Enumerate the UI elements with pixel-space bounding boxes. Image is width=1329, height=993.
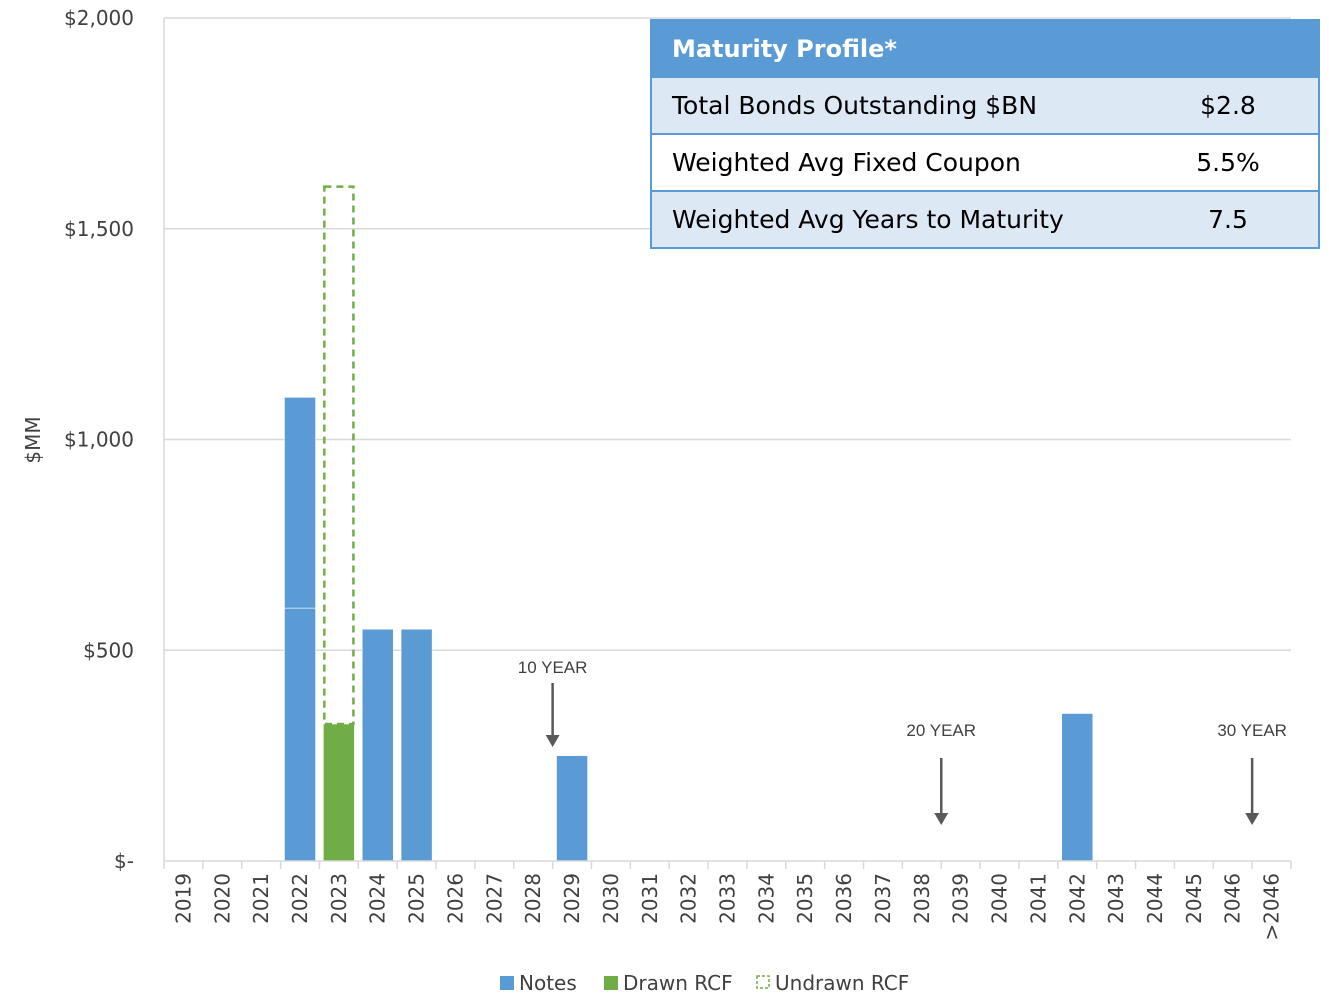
year-markers: 10 YEAR 20 YEAR 30 YEAR <box>518 658 1287 825</box>
bar-notes <box>284 607 316 862</box>
x-tick-label: 2039 <box>949 873 973 924</box>
x-tick-label: 2043 <box>1104 873 1128 924</box>
bar-notes <box>1061 713 1094 862</box>
marker-label: 10 YEAR <box>518 658 588 677</box>
legend: Notes Drawn RCF Undrawn RCF <box>500 971 909 993</box>
bar-drawn-rcf <box>323 723 355 862</box>
x-tick-label: 2037 <box>871 873 895 924</box>
x-tick-label: 2046 <box>1221 873 1245 924</box>
x-tick-label: 2019 <box>171 873 195 924</box>
x-tick-label: 2026 <box>443 873 467 924</box>
x-tick-label: 2028 <box>521 873 545 924</box>
bar-notes <box>284 397 316 609</box>
marker-arrowhead <box>934 813 949 825</box>
x-tick-label: 2044 <box>1143 873 1167 924</box>
x-tick-label: 2040 <box>988 873 1012 924</box>
x-tick-label: 2027 <box>482 873 506 924</box>
x-tick-label: 2041 <box>1026 873 1050 924</box>
row-value: $2.8 <box>1158 76 1320 135</box>
y-axis-ticks: $- $500 $1,000 $1,500 $2,000 <box>64 6 134 873</box>
legend-label: Drawn RCF <box>623 971 733 993</box>
bars <box>284 185 1094 862</box>
y-tick-label: $1,000 <box>64 428 134 452</box>
marker-label: 30 YEAR <box>1217 721 1287 740</box>
bar-undrawn-rcf <box>323 185 355 726</box>
x-tick-label: 2020 <box>210 873 234 924</box>
table-title: Maturity Profile* <box>650 19 1320 78</box>
legend-swatch <box>604 976 618 990</box>
legend-label: Undrawn RCF <box>775 971 909 993</box>
x-tick-label: 2032 <box>677 873 701 924</box>
x-tick-label: >2046 <box>1260 873 1284 941</box>
x-tick-label: 2036 <box>832 873 856 924</box>
y-tick-label: $1,500 <box>64 217 134 241</box>
marker-arrowhead <box>545 735 560 747</box>
y-tick-label: $2,000 <box>64 6 134 30</box>
row-value: 7.5 <box>1158 190 1320 249</box>
x-tick-label: 2030 <box>599 873 623 924</box>
x-tick-label: 2035 <box>793 873 817 924</box>
x-tick-label: 2034 <box>754 873 778 924</box>
table-row: Total Bonds Outstanding $BN $2.8 <box>650 76 1320 135</box>
x-tick-label: 2023 <box>327 873 351 924</box>
row-label: Weighted Avg Years to Maturity <box>650 190 1158 249</box>
x-tick-label: 2045 <box>1182 873 1206 924</box>
x-tick-label: 2021 <box>249 873 273 924</box>
y-axis-title: $MM <box>21 416 45 463</box>
bar-notes <box>400 628 433 862</box>
y-tick-label: $500 <box>83 638 134 662</box>
x-tick-label: 2029 <box>560 873 584 924</box>
legend-swatch <box>500 976 514 990</box>
legend-swatch <box>756 975 770 989</box>
row-value: 5.5% <box>1158 133 1320 192</box>
table-row: Weighted Avg Years to Maturity 7.5 <box>650 190 1320 249</box>
table-row: Weighted Avg Fixed Coupon 5.5% <box>650 133 1320 192</box>
table-header: Maturity Profile* <box>650 19 1320 78</box>
row-label: Total Bonds Outstanding $BN <box>650 76 1158 135</box>
x-tick-label: 2025 <box>405 873 429 924</box>
maturity-profile-table: Maturity Profile* Total Bonds Outstandin… <box>650 19 1320 249</box>
x-tick-label: 2042 <box>1065 873 1089 924</box>
x-tick-label: 2033 <box>716 873 740 924</box>
y-tick-label: $- <box>114 849 134 873</box>
legend-label: Notes <box>519 971 577 993</box>
x-tick-label: 2024 <box>366 873 390 924</box>
bar-notes <box>361 628 394 862</box>
marker-label: 20 YEAR <box>906 721 976 740</box>
row-label: Weighted Avg Fixed Coupon <box>650 133 1158 192</box>
marker-arrowhead <box>1245 813 1260 825</box>
x-tick-label: 2038 <box>910 873 934 924</box>
bar-notes <box>556 755 588 862</box>
x-tick-label: 2031 <box>638 873 662 924</box>
x-axis-ticks: 2019 2020 2021 2022 2023 2024 2025 2026 2027 2028… <box>163 861 1292 941</box>
x-tick-label: 2022 <box>288 873 312 924</box>
